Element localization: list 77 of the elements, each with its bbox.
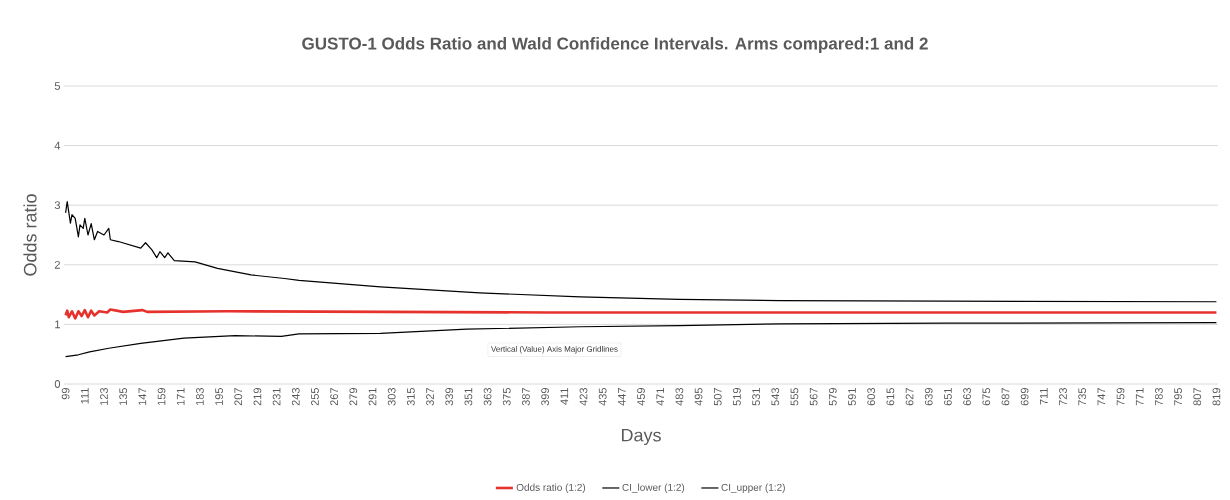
x-tick-label: 267: [330, 388, 339, 406]
x-tick-label: 387: [522, 388, 530, 406]
y-tick-label: 2: [54, 260, 60, 269]
x-tick-label: 651: [944, 388, 952, 406]
x-tick-label: 303: [387, 388, 396, 406]
x-tick-label: 711: [1040, 388, 1048, 405]
line-series: [64, 308, 1218, 320]
x-tick-label: 351: [464, 388, 473, 406]
x-tick-label: 783: [1154, 388, 1163, 406]
y-tick-label: 0: [54, 380, 61, 388]
x-tick-label: 543: [771, 388, 780, 406]
x-tick-label: 483: [675, 388, 684, 406]
x-tick-label: 603: [867, 388, 876, 406]
x-tick-label: 639: [924, 388, 933, 406]
x-tick-label: 327: [426, 388, 434, 406]
x-tick-label: 231: [272, 388, 281, 406]
x-tick-label: 135: [119, 388, 128, 406]
x-tick-label: 159: [157, 388, 166, 406]
x-tick-label: 507: [713, 388, 722, 406]
line-series: [65, 322, 1218, 358]
x-tick-label: 291: [368, 388, 377, 406]
x-tick-label: 555: [790, 388, 799, 406]
x-tick-label: 759: [1116, 388, 1125, 406]
x-tick-label: 591: [848, 388, 856, 406]
x-tick-label: 819: [1212, 388, 1221, 406]
x-tick-label: 771: [1135, 388, 1144, 406]
x-tick-label: 435: [598, 388, 607, 406]
x-tick-label: 675: [982, 388, 991, 406]
x-tick-label: 627: [905, 388, 914, 406]
x-tick-label: 663: [963, 388, 971, 406]
x-tick-label: 111: [81, 388, 89, 404]
y-tick-label: 1: [55, 320, 60, 329]
y-tick-label: 3: [54, 201, 60, 210]
x-tick-label: 255: [311, 388, 319, 406]
x-tick-label: 279: [349, 388, 358, 406]
x-tick-label: 243: [291, 388, 300, 406]
annotation: Vertical (Value) Axis Major Gridlines: [491, 345, 618, 354]
x-tick-label: 807: [1193, 388, 1202, 406]
x-tick-label: 411: [560, 388, 569, 405]
x-tick-label: 615: [886, 388, 895, 406]
y-tick-label: 5: [54, 82, 61, 90]
x-tick-label: 219: [253, 388, 262, 406]
x-tick-label: 195: [215, 388, 223, 406]
x-tick-label: 315: [406, 388, 415, 406]
x-axis-title: Days: [621, 428, 661, 446]
x-tick-label: 699: [1020, 388, 1029, 406]
line-series: [65, 201, 1218, 303]
x-tick-label: 399: [541, 388, 550, 406]
x-tick-label: 687: [1001, 388, 1010, 406]
x-tick-label: 723: [1059, 388, 1067, 406]
legend-label: CI_lower (1:2): [622, 483, 685, 493]
x-tick-label: 471: [656, 388, 664, 406]
x-tick-label: 123: [100, 388, 108, 406]
y-tick-label: 4: [54, 141, 61, 150]
x-tick-label: 171: [176, 388, 185, 406]
x-tick-label: 375: [502, 388, 511, 406]
x-tick-label: 447: [618, 388, 626, 406]
x-tick-label: 207: [234, 388, 243, 406]
x-tick-label: 795: [1174, 388, 1182, 406]
legend-label: CI_upper (1:2): [721, 483, 785, 493]
x-tick-label: 147: [138, 388, 147, 406]
x-tick-label: 339: [445, 388, 454, 406]
x-tick-label: 99: [61, 388, 70, 400]
x-tick-label: 735: [1078, 388, 1087, 406]
x-tick-label: 459: [637, 388, 645, 406]
x-tick-label: 531: [752, 388, 760, 406]
x-tick-label: 747: [1097, 388, 1106, 406]
y-axis-title: Odds ratio: [23, 194, 37, 276]
x-tick-label: 495: [694, 388, 703, 406]
x-tick-label: 363: [483, 388, 492, 406]
x-tick-label: 579: [828, 388, 837, 406]
x-tick-label: 519: [733, 388, 741, 406]
chart-title: GUSTO-1 Odds Ratio and Wald Confidence Intervals. Arms compared:1 and 2: [302, 37, 928, 53]
x-tick-label: 567: [809, 388, 818, 406]
x-tick-label: 183: [195, 388, 204, 406]
x-tick-label: 423: [579, 388, 588, 406]
legend-label: Odds ratio (1:2): [516, 483, 586, 493]
